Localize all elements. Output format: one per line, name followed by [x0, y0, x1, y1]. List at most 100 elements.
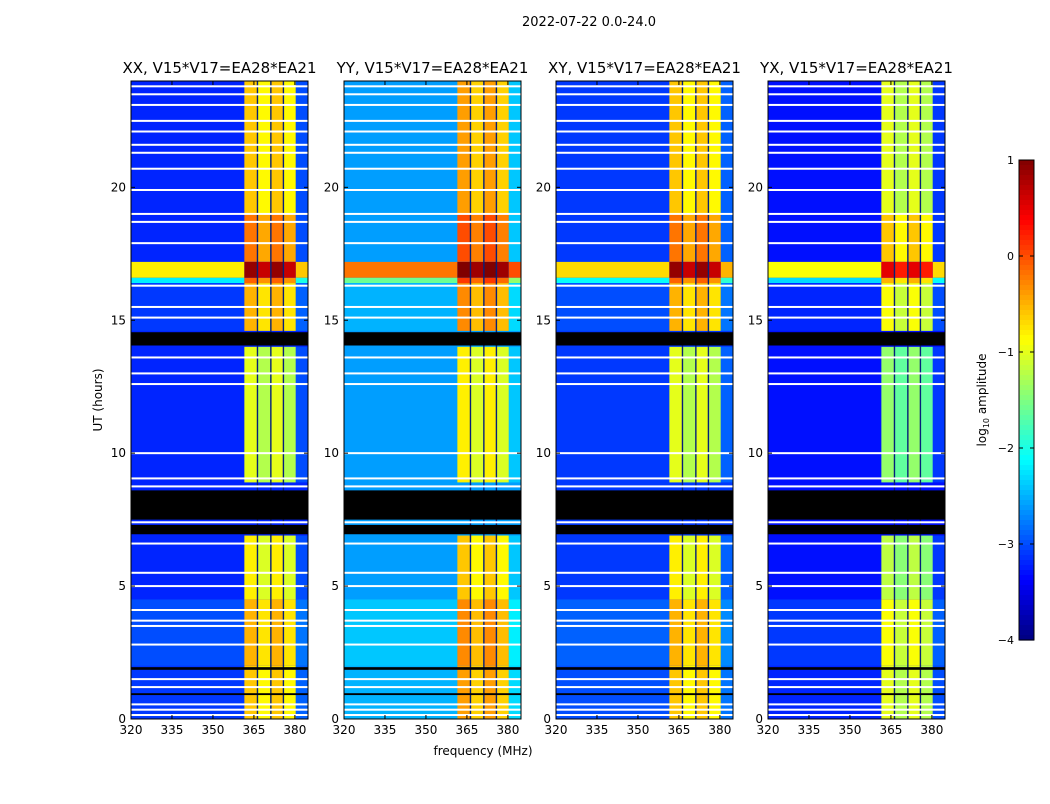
heatmap-cell [457, 599, 471, 666]
colorbar-segment [1019, 395, 1034, 401]
panel-frame [343, 80, 522, 720]
colorbar-segment [1019, 170, 1034, 176]
heatmap-cell [270, 346, 284, 483]
flagged-row [768, 714, 945, 717]
heatmap-cell [244, 535, 258, 600]
colorbar-segment [1019, 515, 1034, 521]
colorbar-segment [1019, 350, 1034, 356]
heatmap-cell [508, 535, 521, 600]
flagged-row [344, 571, 521, 574]
flagged-row [344, 485, 521, 488]
colorbar-segment [1019, 210, 1034, 216]
flagged-row [344, 372, 521, 375]
heatmap-cell [270, 213, 284, 262]
flagged-row [344, 356, 521, 359]
heatmap-cell [682, 665, 696, 719]
heatmap-cell [669, 665, 683, 719]
flagged-row [131, 521, 308, 524]
heatmap-cell [920, 346, 933, 483]
colorbar-segment [1019, 625, 1034, 631]
heatmap-cell [907, 81, 921, 214]
flagged-row [556, 188, 733, 191]
colorbar-segment [1019, 300, 1034, 306]
heatmap-cell [669, 261, 683, 278]
flagged-row [344, 305, 521, 308]
heatmap-cell [257, 599, 271, 666]
colorbar-segment [1019, 260, 1034, 266]
y-tick-label: 10 [111, 446, 126, 460]
colorbar-segment [1019, 310, 1034, 316]
heatmap-cell [720, 277, 733, 284]
flagged-row [556, 130, 733, 133]
flagged-block [344, 667, 521, 670]
flagged-row [556, 316, 733, 319]
x-tick-label: 320 [757, 723, 780, 737]
colorbar-segment [1019, 235, 1034, 241]
flagged-block [131, 524, 308, 535]
colorbar-segment [1019, 380, 1034, 386]
flagged-row [768, 485, 945, 488]
heatmap-cell [720, 81, 733, 214]
heatmap-cell [695, 81, 709, 214]
heatmap-cell [556, 346, 670, 483]
heatmap-cell [470, 535, 484, 600]
x-tick-label: 335 [161, 723, 184, 737]
heatmap-cell [708, 81, 721, 214]
flagged-row [344, 284, 521, 287]
colorbar-segment [1019, 375, 1034, 381]
heatmap-cell [768, 535, 882, 600]
flagged-row [131, 85, 308, 88]
flagged-row [344, 686, 521, 689]
flagged-block [344, 332, 521, 346]
heatmap-cell [881, 535, 895, 600]
panel-0: XX, V15*V17=EA28*EA21 320 335 350 365 380 0 5 10… [111, 59, 317, 737]
heatmap-cell [556, 277, 670, 284]
flagged-row [768, 708, 945, 711]
heatmap-cell [881, 346, 895, 483]
flagged-row [131, 624, 308, 627]
flagged-row [131, 119, 308, 122]
colorbar-segment [1019, 250, 1034, 256]
y-tick-label: 5 [755, 579, 763, 593]
flagged-row [344, 130, 521, 133]
flagged-row [768, 521, 945, 524]
flagged-row [344, 103, 521, 106]
heatmap-cell [283, 277, 296, 284]
flagged-row [768, 151, 945, 154]
flagged-row [344, 452, 521, 455]
flagged-row [768, 220, 945, 223]
flagged-row [768, 619, 945, 622]
flagged-row [556, 703, 733, 706]
subband-edge [695, 81, 697, 719]
x-tick-label: 380 [496, 723, 519, 737]
colorbar-segment [1019, 330, 1034, 336]
heatmap-cell [907, 599, 921, 666]
colorbar-segment [1019, 620, 1034, 626]
heatmap-cell [720, 261, 733, 278]
panel-3: YX, V15*V17=EA28*EA21 320 335 350 365 380 0 5 10… [748, 59, 953, 737]
flagged-row [556, 542, 733, 545]
colorbar-segment [1019, 470, 1034, 476]
x-tick-label: 350 [414, 723, 437, 737]
heatmap-cell [881, 599, 895, 666]
heatmap-cell [932, 665, 945, 719]
heatmap-cell [270, 261, 284, 278]
flagged-row [556, 643, 733, 646]
heatmap-cell [682, 535, 696, 600]
colorbar-segment [1019, 570, 1034, 576]
heatmap-cell [708, 261, 721, 278]
colorbar-segment [1019, 160, 1034, 166]
heatmap-cell [470, 599, 484, 666]
flagged-row [344, 85, 521, 88]
flagged-block [768, 667, 945, 670]
colorbar-segment [1019, 505, 1034, 511]
panel-title: YX, V15*V17=EA28*EA21 [759, 59, 953, 77]
heatmap-cell [470, 213, 484, 262]
flagged-row [556, 609, 733, 612]
heatmap-cell [881, 277, 895, 284]
flagged-row [344, 542, 521, 545]
flagged-row [344, 242, 521, 245]
heatmap-cell [708, 599, 721, 666]
colorbar-segment [1019, 535, 1034, 541]
y-tick-label: 0 [543, 712, 551, 726]
